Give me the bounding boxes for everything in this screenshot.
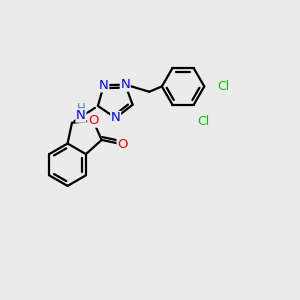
Text: O: O	[117, 138, 128, 151]
Text: N: N	[111, 111, 121, 124]
Text: Cl: Cl	[217, 80, 230, 93]
Text: Cl: Cl	[197, 115, 209, 128]
Text: O: O	[88, 114, 98, 127]
Text: N: N	[99, 79, 109, 92]
Text: N: N	[76, 109, 86, 122]
Text: H: H	[76, 102, 85, 115]
Text: N: N	[120, 78, 130, 91]
